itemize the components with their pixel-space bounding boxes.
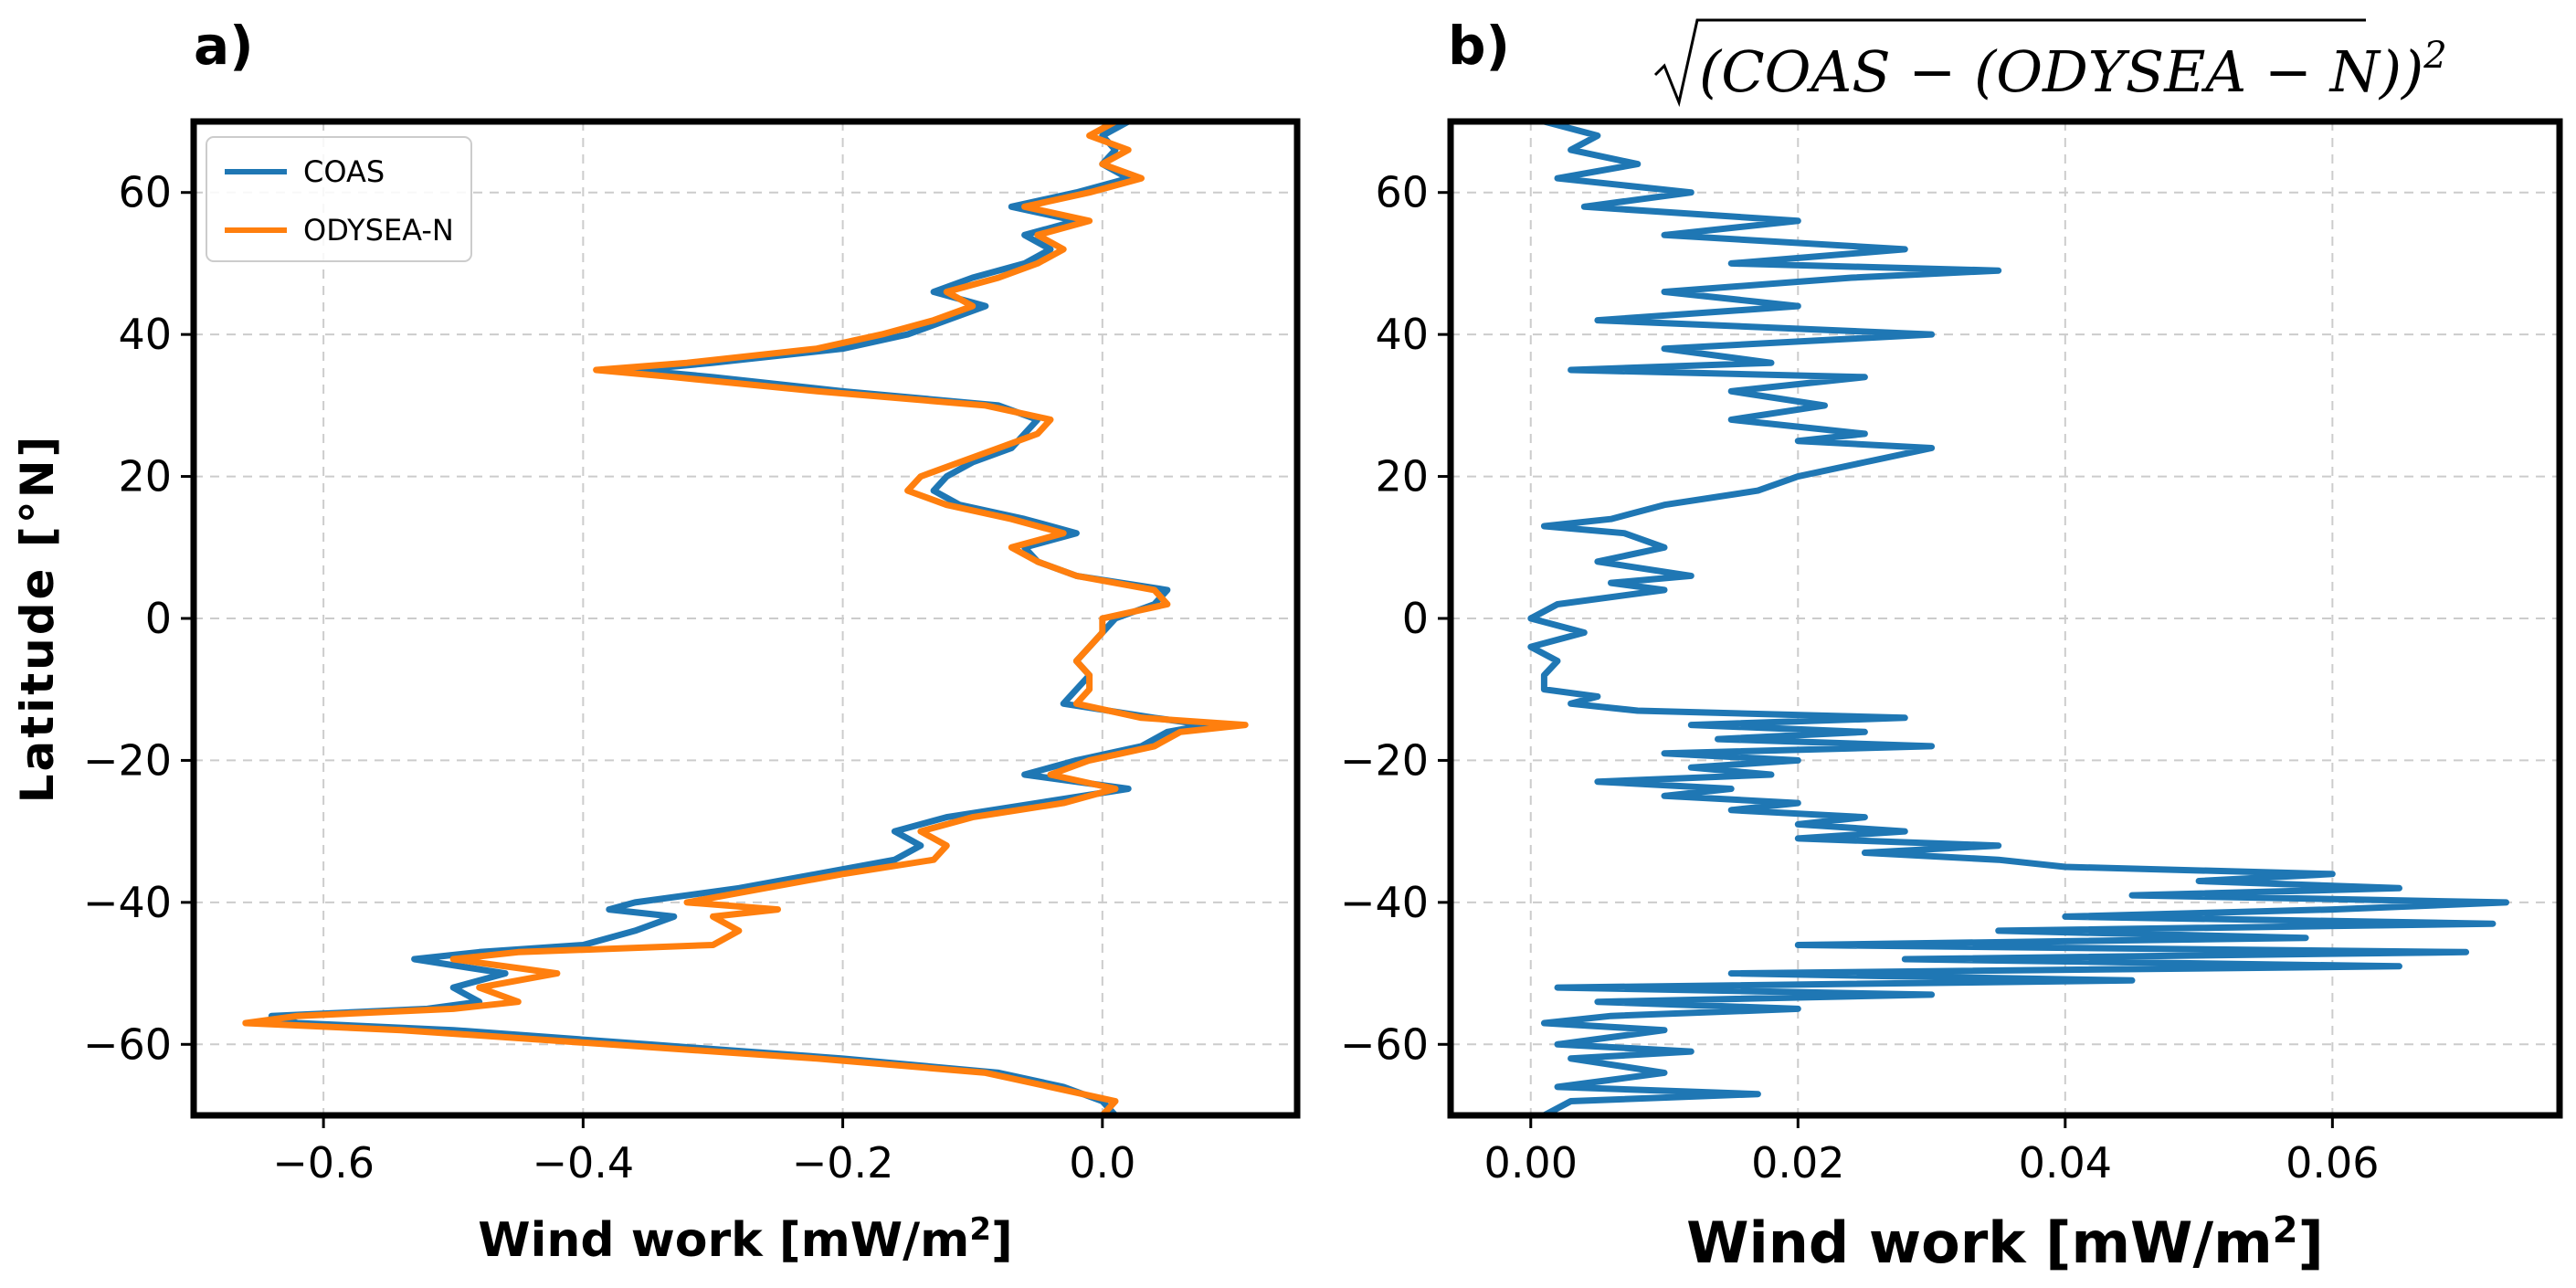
panel-a-y-axis-label: Latitude [°N]	[11, 434, 64, 804]
panel-b: b) (COAS − (ODYSEA − N))2 0.00 0.02 0.04 0.…	[1340, 15, 2563, 1276]
panel-a-legend: COAS ODYSEA-N	[206, 136, 472, 262]
panel-a-frame	[190, 118, 1301, 1119]
panel-b-x-axis-label: Wind work [mW/m2]	[1686, 1209, 2324, 1276]
panel-b-y-tick-label: 60	[1375, 168, 1429, 217]
panel-b-y-tick-label: −60	[1340, 1019, 1429, 1069]
panel-a-x-tick-label: −0.4	[533, 1138, 635, 1188]
panel-a-x-tick-label: −0.2	[792, 1138, 894, 1188]
panel-b-y-ticks: −60 −40 −20 0 20 40 60	[1340, 168, 1451, 1069]
panel-a-x-tick-label: −0.6	[272, 1138, 375, 1188]
panel-a-y-tick-label: 0	[145, 594, 172, 643]
panel-b-x-tick-label: 0.04	[2019, 1138, 2112, 1188]
panel-b-frame	[1447, 118, 2563, 1119]
panel-b-y-tick-label: −40	[1340, 878, 1429, 927]
panel-b-y-tick-label: 40	[1375, 310, 1429, 359]
panel-b-y-tick-label: 20	[1375, 452, 1429, 501]
panel-b-label: b)	[1448, 15, 1510, 77]
panel-b-x-tick-label: 0.02	[1751, 1138, 1844, 1188]
panel-a-y-tick-label: −40	[83, 878, 172, 927]
panel-a-series	[242, 118, 1249, 1119]
panel-b-x-tick-label: 0.06	[2286, 1138, 2379, 1188]
sqrt-sign	[1653, 18, 2366, 108]
panel-a-y-tick-label: −60	[83, 1019, 172, 1069]
panel-a-y-tick-label: 40	[118, 310, 172, 359]
panel-a: a) −0.6 −0.4 −0.2 0.0 −60 −40 −20 0 20 40 60 Wind…	[11, 15, 1301, 1268]
panel-b-y-tick-label: −20	[1340, 735, 1429, 785]
panel-a-label: a)	[194, 15, 254, 77]
svg-text:(COAS − (ODYSEA − N))2: (COAS − (ODYSEA − N))2	[1699, 35, 2447, 105]
panel-b-title: (COAS − (ODYSEA − N))2	[1653, 18, 2447, 108]
panel-a-y-tick-label: 20	[118, 452, 172, 501]
panel-b-title-text: (COAS − (ODYSEA − N))	[1699, 38, 2423, 105]
legend-label-odysea: ODYSEA-N	[303, 213, 454, 248]
panel-b-x-tick-label: 0.00	[1484, 1138, 1578, 1188]
panel-a-y-ticks: −60 −40 −20 0 20 40 60	[83, 168, 194, 1069]
panel-a-x-axis-label: Wind work [mW/m2]	[478, 1211, 1013, 1268]
panel-a-grid	[194, 121, 1297, 1115]
panel-a-x-tick-label: 0.0	[1069, 1138, 1135, 1188]
panel-a-x-ticks: −0.6 −0.4 −0.2 0.0	[272, 1115, 1135, 1188]
panel-b-series	[1527, 118, 2509, 1119]
panel-b-y-tick-label: 0	[1402, 594, 1429, 643]
panel-a-y-tick-label: −20	[83, 735, 172, 785]
panel-a-y-tick-label: 60	[118, 168, 172, 217]
legend-label-coas: COAS	[303, 154, 385, 189]
series-line-difference	[1527, 118, 2509, 1119]
panel-b-title-exponent: 2	[2423, 35, 2446, 77]
panel-b-x-ticks: 0.00 0.02 0.04 0.06	[1484, 1115, 2380, 1188]
series-line-odysea-n	[242, 118, 1249, 1119]
